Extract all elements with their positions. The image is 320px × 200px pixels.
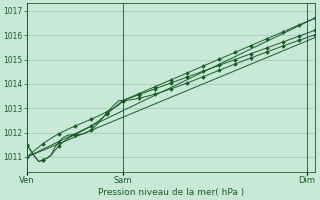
X-axis label: Pression niveau de la mer( hPa ): Pression niveau de la mer( hPa ) — [98, 188, 244, 197]
